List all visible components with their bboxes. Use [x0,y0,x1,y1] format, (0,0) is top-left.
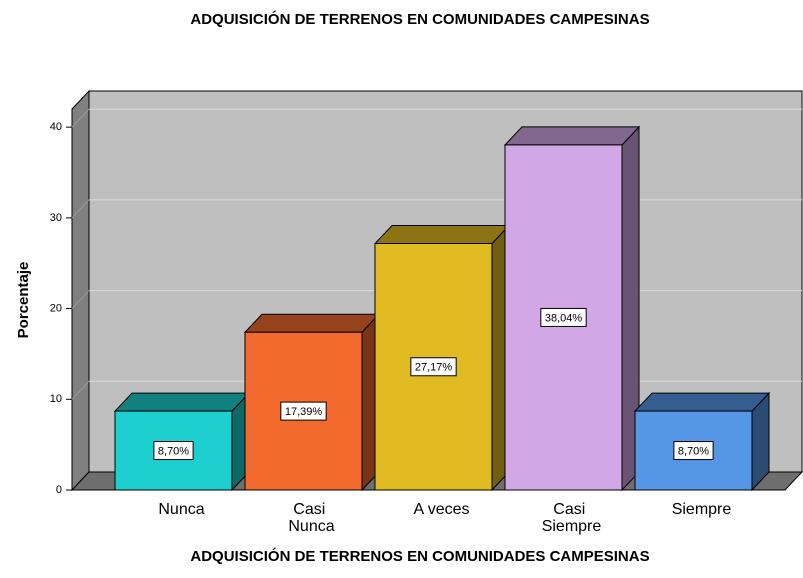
bar-top [113,392,251,412]
grid-line [71,108,90,128]
value-label: 17,39% [285,406,323,418]
value-label-box [280,401,327,421]
value-label: 8,70% [158,445,189,457]
grid-line [71,380,90,400]
value-label-box [673,441,714,461]
y-tick-label: 30 [50,212,62,224]
value-label-box [153,441,194,461]
y-tick-label: 20 [50,302,62,314]
y-axis-label: Porcentaje [15,262,32,339]
x-tick-label: Casi Nunca [288,501,334,535]
value-label-box [410,357,457,377]
x-tick-label: Siempre [672,501,732,518]
bar-top [503,126,641,146]
value-label: 8,70% [678,445,709,457]
x-tick-label: A veces [413,501,469,518]
left-wall [71,89,90,492]
grid-line [71,290,90,309]
value-label: 38,04% [545,312,583,324]
bar-top [243,313,381,333]
y-tick-label: 40 [50,121,62,133]
x-tick-label: Casi Siempre [542,501,602,535]
y-tick-label: 0 [56,484,62,496]
bar-top [633,392,771,412]
y-tick-label: 10 [50,393,62,405]
grid-line [71,199,90,219]
x-axis-label: ADQUISICIÓN DE TERRENOS EN COMUNIDADES C… [190,547,649,565]
x-tick-label: Nunca [158,501,204,518]
bar [374,243,493,491]
value-label-box [540,307,587,327]
value-label: 27,17% [415,362,453,374]
bar-top [373,225,511,245]
chart-title: ADQUISICIÓN DE TERRENOS EN COMUNIDADES C… [190,10,649,28]
